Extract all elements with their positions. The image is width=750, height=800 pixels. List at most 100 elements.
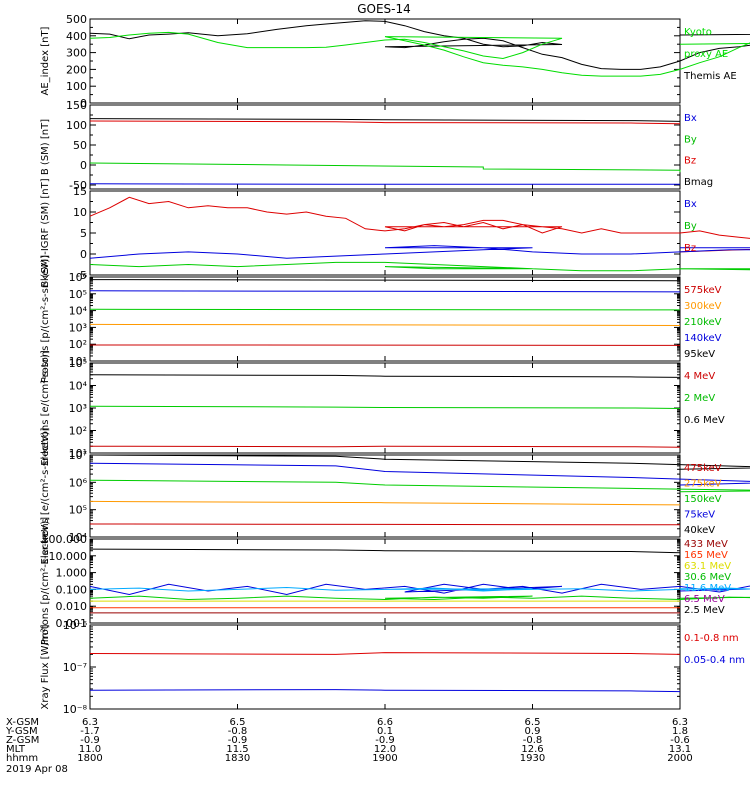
x-row-label: MLT — [6, 744, 26, 755]
x-tick-label: 0.9 — [525, 726, 541, 737]
legend-entry: 2 MeV — [684, 393, 715, 404]
x-row-label: X-GSM — [6, 717, 39, 728]
x-tick-label: 2000 — [667, 753, 692, 764]
y-axis-label: Electrons [e/(cm²-s-sr)] — [40, 350, 51, 466]
y-tick-label: 10⁵ — [69, 504, 87, 517]
legend-entry: 150keV — [684, 494, 722, 505]
legend-entry: Bx — [684, 113, 697, 124]
legend-entry: 40keV — [684, 525, 715, 536]
panel-frame — [89, 624, 681, 710]
legend-entry: 75keV — [684, 510, 715, 521]
y-tick-label: 0 — [80, 97, 87, 110]
x-row-label: Y-GSM — [5, 726, 38, 737]
y-tick-label: -5 — [76, 269, 87, 282]
x-tick-label: 1830 — [225, 753, 250, 764]
y-tick-label: 10⁶ — [69, 476, 88, 489]
series-line-1 — [89, 454, 750, 470]
y-tick-label: 400 — [66, 30, 87, 43]
series-line-2 — [89, 120, 681, 125]
legend-entry: 0.6 MeV — [684, 415, 725, 426]
y-tick-label: 5 — [80, 227, 87, 240]
panel-8: 10⁻⁸ 10⁻⁷ 10⁻⁶ Xray Flux [W/m²] 0.1-0.8 nm 0.… — [40, 619, 745, 716]
x-tick-label: -0.6 — [670, 735, 690, 746]
legend-entry: 300keV — [684, 301, 722, 312]
y-tick-label: 10¹ — [69, 447, 87, 460]
y-axis-label: B (SM) [nT] — [40, 119, 51, 175]
date-label: 2019 Apr 08 — [6, 764, 68, 775]
plot-title: GOES-14 — [357, 2, 411, 16]
legend-entry: Bmag — [684, 177, 713, 188]
y-tick-label: 0 — [80, 159, 87, 172]
y-tick-label: 10⁶ — [69, 271, 88, 284]
legend-entry: 575keV — [684, 285, 722, 296]
y-tick-label: 10⁵ — [69, 288, 87, 301]
legend-entry: 140keV — [684, 333, 722, 344]
x-tick-label: 11.0 — [79, 744, 101, 755]
panel-frame — [89, 18, 681, 104]
panel-6: 10⁴ 10⁵ 10⁶ 10⁷ Electrons [e/(cm²-s-sr-keV)]… — [40, 427, 750, 564]
y-tick-label: 10⁻⁷ — [63, 661, 87, 674]
legend-entry: Themis AE — [683, 71, 737, 82]
x-tick-label: 6.3 — [82, 717, 98, 728]
y-tick-label: 50 — [73, 139, 87, 152]
series-line-3 — [89, 445, 681, 448]
x-tick-label: 1.8 — [672, 726, 688, 737]
y-tick-label: 0.010 — [56, 600, 88, 613]
y-tick-label: 10⁴ — [69, 305, 88, 318]
legend-entry: 11.6 MeV — [684, 583, 731, 594]
legend-entry: 6.5 MeV — [684, 594, 725, 605]
legend-entry: By — [684, 134, 697, 145]
panel-frame — [89, 104, 681, 190]
x-tick-label: 1930 — [520, 753, 545, 764]
y-tick-label: -50 — [69, 179, 87, 192]
y-tick-label: 150 — [66, 99, 87, 112]
x-tick-label: -0.8 — [523, 735, 543, 746]
y-tick-label: 100 — [66, 80, 87, 93]
y-tick-label: 1.000 — [56, 567, 88, 580]
series-line-3 — [89, 586, 750, 592]
y-tick-label: 10 — [73, 206, 87, 219]
series-line-1 — [89, 118, 681, 122]
series-line-3 — [89, 162, 681, 173]
x-tick-label: 0.1 — [377, 726, 393, 737]
series-line-1 — [89, 20, 750, 70]
series-line-1 — [89, 374, 681, 378]
y-tick-label: 10.000 — [49, 550, 88, 563]
legend-entry: Bz — [684, 243, 696, 254]
legend-entry: Kyoto — [684, 27, 712, 38]
y-tick-label: 0.100 — [56, 583, 88, 596]
y-tick-label: 300 — [66, 47, 87, 60]
y-tick-label: 10⁷ — [69, 449, 87, 462]
y-tick-label: 10³ — [69, 321, 87, 334]
legend-entry: 63.1 MeV — [684, 561, 731, 572]
x-tick-label: 6.5 — [525, 717, 541, 728]
legend-entry: 433 MeV — [684, 539, 728, 550]
legend-entry: proxy AE — [684, 49, 728, 60]
series-line-4 — [89, 323, 681, 326]
panel-4: 10¹ 10² 10³ 10⁴ 10⁵ 10⁶ Protons [p/(cm²-s-sr-k… — [40, 255, 722, 383]
legend-entry: Bx — [684, 199, 697, 210]
series-line-2 — [89, 290, 681, 293]
series-line-2 — [89, 405, 681, 409]
x-tick-label: 6.3 — [672, 717, 688, 728]
series-line-2 — [89, 462, 750, 486]
legend-entry: 0.1-0.8 nm — [684, 633, 739, 644]
legend-entry: 275keV — [684, 479, 722, 490]
y-tick-label: 200 — [66, 63, 87, 76]
x-tick-label: 6.6 — [377, 717, 393, 728]
panel-frame — [89, 276, 681, 362]
y-tick-label: 10² — [69, 338, 87, 351]
y-tick-label: 10¹ — [69, 355, 87, 368]
y-tick-label: 0.001 — [56, 617, 88, 630]
y-tick-label: 10³ — [69, 402, 87, 415]
series-line-4 — [89, 595, 750, 601]
x-tick-label: 1800 — [77, 753, 102, 764]
legend-entry: 475keV — [684, 463, 722, 474]
series-line-2 — [89, 245, 750, 259]
y-tick-label: 10⁴ — [69, 531, 88, 544]
y-axis-label: Protons [p/(cm²-s-sr-keV)] — [40, 255, 51, 383]
series-line-1 — [89, 652, 681, 655]
x-tick-label: 6.5 — [230, 717, 246, 728]
series-line-3 — [89, 479, 750, 493]
y-axis-label: Protons [p/(cm²-s-sr-keV)] — [40, 517, 51, 645]
